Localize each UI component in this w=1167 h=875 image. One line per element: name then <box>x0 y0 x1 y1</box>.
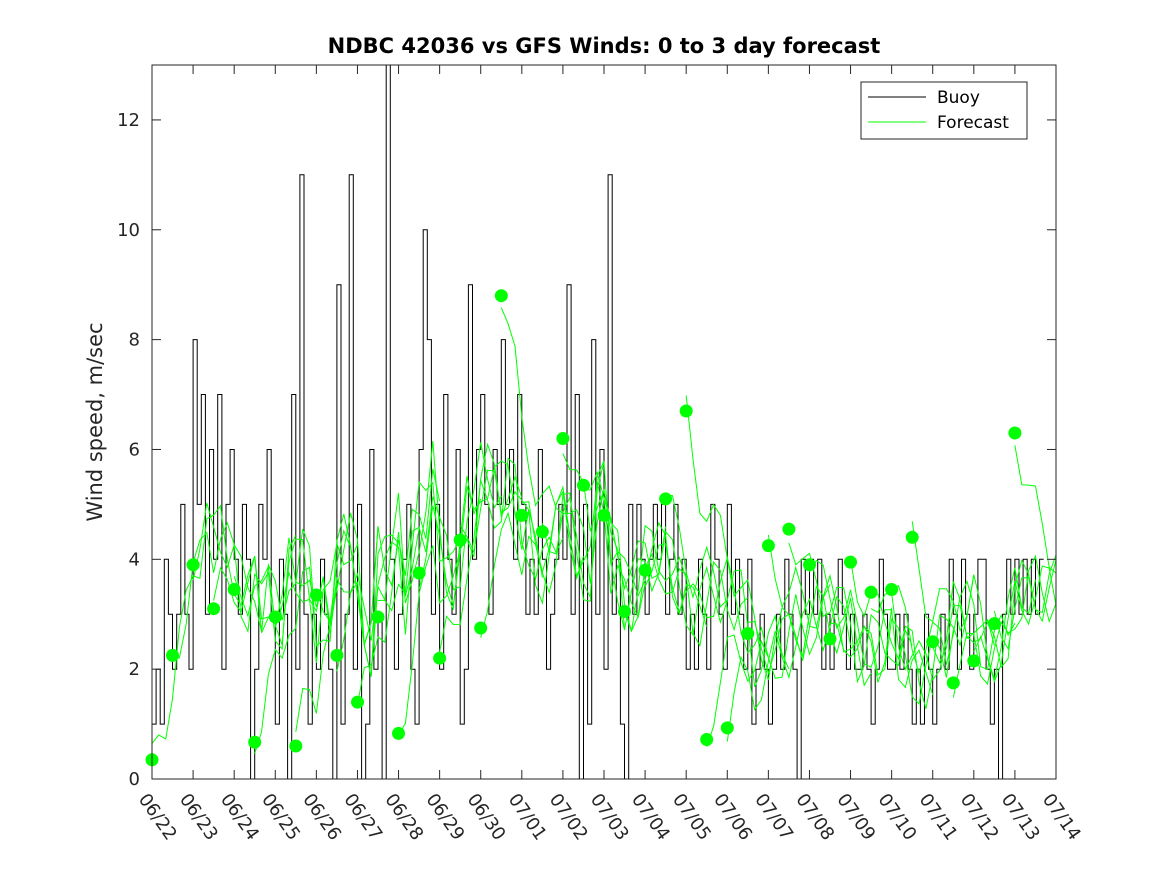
forecast-initial-point <box>577 478 590 492</box>
forecast-initial-point <box>453 533 467 547</box>
forecast-run-line <box>726 595 851 742</box>
forecast-initial-point <box>905 530 919 544</box>
forecast-initial-point <box>741 627 755 640</box>
forecast-initial-point <box>679 404 693 418</box>
legend: Buoy Forecast <box>860 81 1028 140</box>
forecast-run-line <box>973 565 1057 684</box>
forecast-initial-point <box>330 648 344 662</box>
legend-label-buoy: Buoy <box>937 88 980 108</box>
forecast-run-line <box>521 481 646 619</box>
forecast-initial-point <box>700 733 714 746</box>
forecast-run-line <box>274 512 399 677</box>
plot-area <box>145 64 1057 780</box>
forecast-initial-point <box>926 635 940 649</box>
forecast-initial-point <box>309 588 323 602</box>
forecast-run-line <box>767 534 893 683</box>
forecast-initial-point <box>351 695 364 709</box>
forecast-initial-point <box>207 602 221 616</box>
forecast-run-line <box>952 554 1057 698</box>
forecast-run-line <box>644 543 769 659</box>
forecast-initial-point <box>844 555 857 569</box>
forecast-initial-point <box>392 726 405 740</box>
forecast-run-line <box>295 492 420 732</box>
forecast-initial-point <box>659 492 673 506</box>
forecast-run-line <box>603 498 728 637</box>
forecast-initial-point <box>248 735 262 749</box>
legend-label-forecast: Forecast <box>937 113 1009 133</box>
forecast-initial-point <box>885 583 899 596</box>
forecast-initial-point <box>289 739 303 753</box>
forecast-run-line <box>541 462 667 631</box>
forecast-run-line <box>747 585 872 687</box>
chart-title: NDBC 42036 vs GFS Winds: 0 to 3 day fore… <box>328 34 881 58</box>
forecast-initial-point <box>803 558 816 572</box>
y-tick-label: 4 <box>129 549 140 570</box>
forecast-run-line <box>809 559 934 695</box>
forecast-run-line <box>665 494 790 688</box>
forecast-run-line <box>891 580 1016 675</box>
y-tick-label: 10 <box>117 220 140 241</box>
forecast-initial-point <box>597 508 611 522</box>
forecast-run-line <box>583 470 708 627</box>
forecast-initial-point <box>166 648 179 662</box>
forecast-run-line <box>315 468 441 645</box>
forecast-initial-point <box>186 558 200 572</box>
forecast-run-line <box>418 460 543 606</box>
y-axis-label: Wind speed, m/sec <box>83 322 107 521</box>
forecast-initial-point <box>720 721 734 735</box>
forecast-run-line <box>706 584 831 748</box>
forecast-run-line <box>192 502 317 645</box>
forecast-initial-point <box>556 432 570 445</box>
legend-box <box>860 81 1028 140</box>
forecast-initial-point <box>433 651 447 665</box>
forecast-initial-point <box>782 522 796 536</box>
forecast-run-line <box>459 469 584 605</box>
y-tick-label: 8 <box>129 330 140 351</box>
forecast-initial-point <box>412 566 426 580</box>
forecast-initial-point <box>946 676 960 690</box>
forecast-initial-point <box>515 508 529 522</box>
forecast-run-line <box>336 480 461 677</box>
y-tick-label: 2 <box>129 659 140 680</box>
forecast-initial-point <box>864 585 878 599</box>
forecast-initial-point <box>618 605 631 618</box>
y-tick-label: 12 <box>117 110 140 131</box>
forecast-run-line <box>788 542 913 684</box>
forecast-initial-point <box>268 610 282 624</box>
y-tick-label: 0 <box>129 769 140 790</box>
series-line-buoy <box>152 64 1044 780</box>
forecast-run-line <box>911 521 1036 680</box>
forecast-initial-point <box>638 563 652 577</box>
forecast-initial-point <box>761 539 775 553</box>
forecast-initial-point <box>371 610 385 624</box>
forecast-initial-point <box>474 621 488 635</box>
forecast-initial-point <box>1008 426 1022 440</box>
forecast-run-line <box>439 457 564 653</box>
forecast-initial-point <box>227 583 241 596</box>
forecast-initial-point <box>823 632 837 646</box>
forecast-run-line <box>151 504 276 744</box>
forecast-run-line <box>993 559 1057 651</box>
forecast-initial-point <box>967 654 981 668</box>
y-tick-label: 6 <box>129 439 140 460</box>
forecast-initial-point <box>987 617 1001 631</box>
forecast-initial-point <box>494 289 508 303</box>
forecast-initial-point <box>535 525 549 539</box>
forecast-run-line <box>1014 445 1057 574</box>
forecast-run-line <box>377 442 502 612</box>
